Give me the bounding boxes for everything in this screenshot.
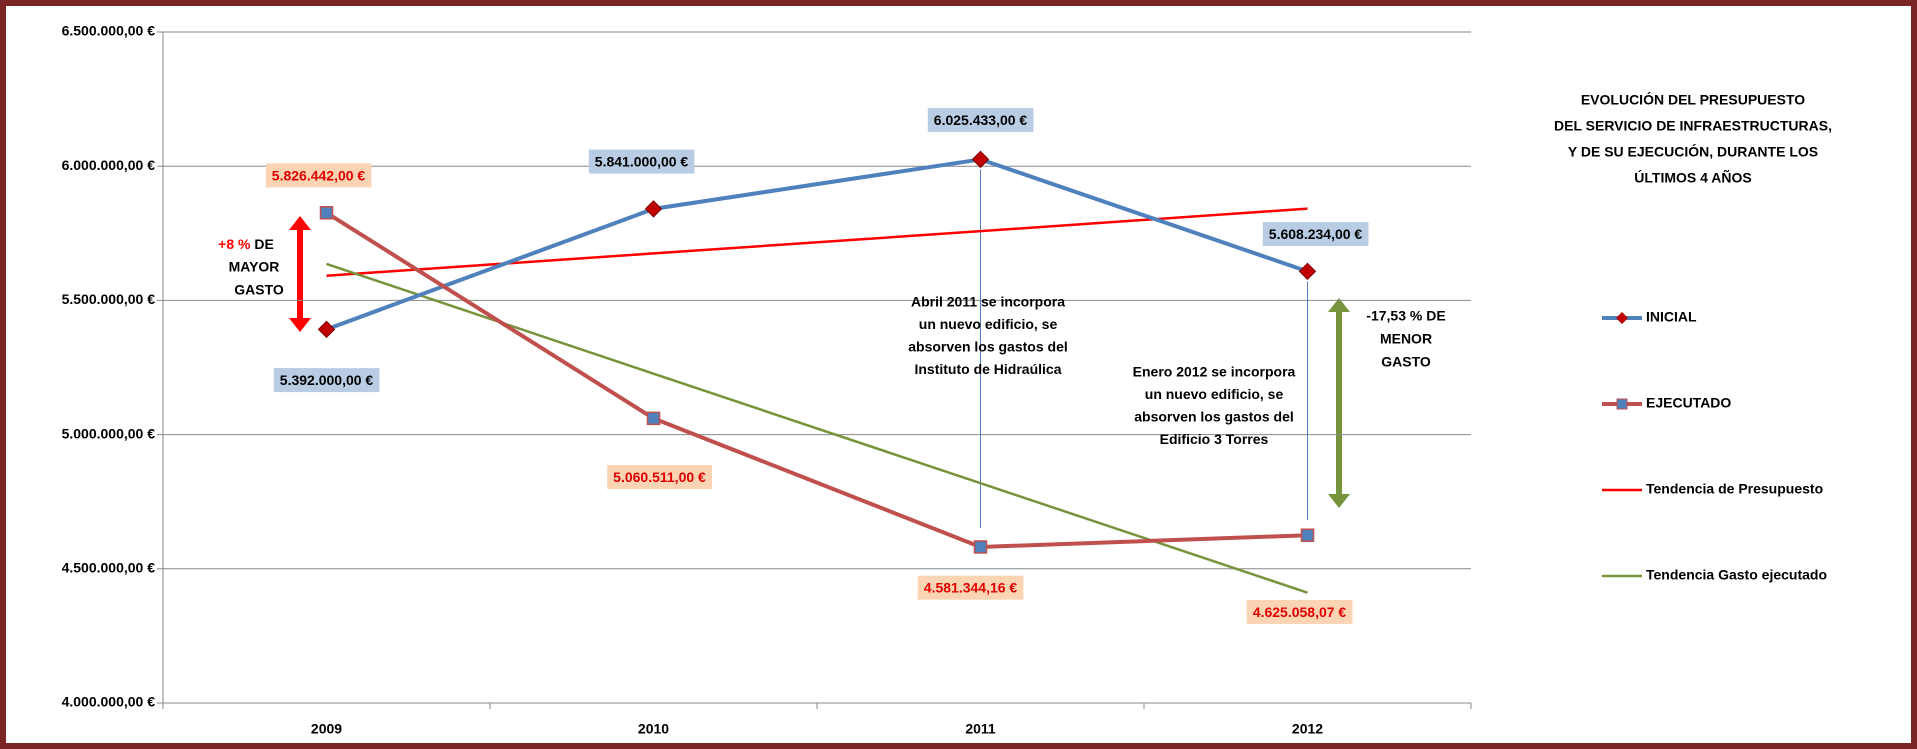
marker: [1300, 528, 1315, 542]
value-label-box: [1246, 599, 1353, 624]
value-label: 5.608.234,00 €: [1269, 226, 1363, 242]
marker: [644, 200, 663, 218]
value-label-box: [273, 368, 380, 393]
value-label-box: [265, 163, 372, 188]
marker: [1298, 262, 1317, 281]
x-tick-label: 2012: [1292, 721, 1323, 737]
annotation: GASTO: [1381, 354, 1431, 370]
chart-title: DEL SERVICIO DE INFRAESTRUCTURAS,: [1554, 118, 1832, 134]
value-label: 5.841.000,00 €: [595, 154, 689, 170]
legend-label: Tendencia Gasto ejecutado: [1646, 567, 1827, 583]
marker: [646, 411, 661, 426]
y-tick-label: 6.500.000,00 €: [62, 23, 156, 39]
value-label: 5.060.511,00 €: [613, 469, 706, 485]
annotation: -17,53 % DE: [1366, 308, 1445, 324]
arrow-head: [1328, 298, 1350, 312]
y-tick-label: 5.000.000,00 €: [62, 425, 156, 441]
annotation: +8 % DE: [218, 236, 274, 252]
x-tick-label: 2009: [311, 721, 342, 737]
trend-line: [326, 207, 1308, 277]
value-label-box: [917, 575, 1024, 600]
note: Instituto de Hidraúlica: [914, 361, 1061, 377]
note: Edificio 3 Torres: [1160, 431, 1269, 447]
annotation: MAYOR: [229, 259, 280, 275]
marker: [319, 206, 334, 220]
value-label-box: [588, 149, 695, 174]
value-label-box: [927, 108, 1034, 133]
annotation-percent: +8 %: [218, 236, 251, 252]
arrow-head: [1328, 494, 1350, 508]
marker: [971, 150, 990, 169]
y-tick-label: 4.000.000,00 €: [62, 694, 156, 710]
trend-line: [326, 262, 1308, 594]
series-line: [325, 157, 1309, 332]
y-tick-label: 5.500.000,00 €: [62, 291, 156, 307]
y-tick-label: 4.500.000,00 €: [62, 560, 156, 576]
decorations: [157, 31, 1472, 709]
chart-title: Y DE SU EJECUCIÓN, DURANTE LOS: [1568, 143, 1818, 160]
legend-marker: [1616, 312, 1628, 324]
legend-label: EJECUTADO: [1646, 395, 1731, 411]
legend-label: INICIAL: [1646, 309, 1697, 325]
chart-title: EVOLUCIÓN DEL PRESUPUESTO: [1581, 91, 1805, 108]
x-tick-label: 2010: [638, 721, 669, 737]
note: absorven los gastos del: [1134, 409, 1294, 425]
value-label: 6.025.433,00 €: [934, 112, 1028, 128]
x-tick-label: 2011: [965, 721, 996, 737]
annotation-text: DE: [254, 236, 273, 252]
note: Abril 2011 se incorpora: [911, 294, 1065, 310]
note: un nuevo edificio, se: [919, 316, 1058, 332]
value-label-box: [607, 465, 713, 490]
arrow-head: [289, 318, 311, 332]
y-tick-label: 6.000.000,00 €: [62, 157, 156, 173]
chart-title: ÚLTIMOS 4 AÑOS: [1634, 169, 1751, 186]
marker: [317, 320, 336, 339]
value-label: 5.826.442,00 €: [272, 167, 366, 183]
value-label: 5.392.000,00 €: [280, 372, 374, 388]
note: absorven los gastos del: [908, 339, 1068, 355]
note: Enero 2012 se incorpora: [1133, 364, 1296, 380]
annotation: MENOR: [1380, 331, 1432, 347]
marker: [973, 540, 988, 554]
value-label: 4.581.344,16 €: [924, 580, 1018, 596]
legend-label: Tendencia de Presupuesto: [1646, 481, 1823, 497]
legend-marker: [1616, 398, 1628, 410]
series-line: [325, 211, 1308, 549]
arrow-head: [289, 216, 311, 230]
annotation: GASTO: [234, 282, 284, 298]
note: un nuevo edificio, se: [1145, 386, 1284, 402]
value-label: 4.625.058,07 €: [1253, 604, 1347, 620]
value-label-box: [1262, 222, 1369, 247]
